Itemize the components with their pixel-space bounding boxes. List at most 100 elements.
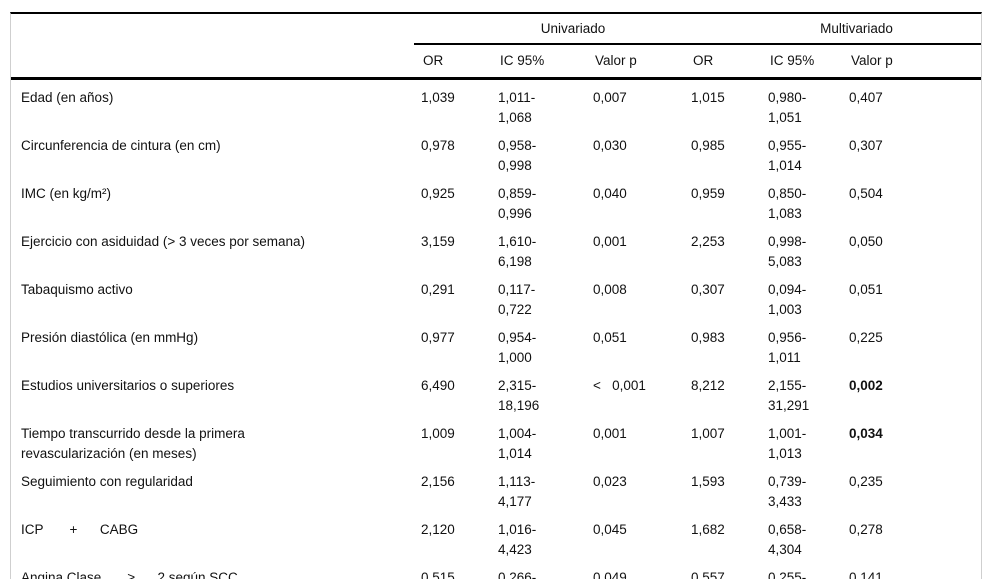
multi-ci-cell: 0,094- 1,003	[768, 282, 807, 317]
uni-ci-cell: 0,266- 0,997	[498, 570, 537, 579]
multi-p-cell: 0,407	[849, 90, 883, 105]
uni-ci-cell: 1,016- 4,423	[498, 522, 537, 557]
multi-ci-cell: 1,001- 1,013	[768, 426, 807, 461]
multi-p-cell: 0,225	[849, 330, 883, 345]
multi-or-cell: 1,015	[691, 90, 725, 105]
multi-p-cell: 0,051	[849, 282, 883, 297]
table-row: Angina Clase ≥ 2 según SCC 0,515 0,266- …	[11, 560, 981, 579]
row-label: Ejercicio con asiduidad (> 3 veces por s…	[21, 234, 306, 249]
uni-p-cell: 0,040	[593, 186, 627, 201]
row-label: Seguimiento con regularidad	[21, 474, 193, 489]
column-header-uni-p: Valor p	[595, 53, 637, 68]
uni-ci-cell: 1,113- 4,177	[498, 474, 536, 509]
table-row: Presión diastólica (en mmHg) 0,977 0,954…	[11, 320, 981, 368]
row-label: Estudios universitarios o superiores	[21, 378, 235, 393]
column-header-multi-ci: IC 95%	[770, 53, 815, 68]
multi-ci-cell: 2,155- 31,291	[768, 378, 810, 413]
multi-p-cell: 0,141	[849, 570, 883, 579]
row-label: Tabaquismo activo	[21, 282, 133, 297]
uni-p-cell: 0,051	[593, 330, 627, 345]
uni-or-cell: 2,120	[421, 522, 455, 537]
multi-ci-cell: 0,998- 5,083	[768, 234, 807, 269]
multi-ci-cell: 0,739- 3,433	[768, 474, 807, 509]
multi-p-cell: 0,050	[849, 234, 883, 249]
uni-or-cell: 3,159	[421, 234, 455, 249]
group-header-spacer	[11, 14, 414, 45]
row-label: Tiempo transcurrido desde la primera rev…	[21, 426, 245, 461]
uni-p-cell: 0,045	[593, 522, 627, 537]
multi-or-cell: 1,007	[691, 426, 725, 441]
uni-or-cell: 6,490	[421, 378, 455, 393]
row-label: Presión diastólica (en mmHg)	[21, 330, 199, 345]
multi-or-cell: 1,682	[691, 522, 725, 537]
table-row: Seguimiento con regularidad 2,156 1,113-…	[11, 464, 981, 512]
table-row: Circunferencia de cintura (en cm) 0,978 …	[11, 128, 981, 176]
multi-ci-cell: 0,850- 1,083	[768, 186, 807, 221]
multi-ci-cell: 0,658- 4,304	[768, 522, 807, 557]
row-label: IMC (en kg/m²)	[21, 186, 112, 201]
row-label: ICP + CABG	[21, 522, 139, 537]
table-row: Tabaquismo activo 0,291 0,117- 0,722 0,0…	[11, 272, 981, 320]
group-header-row: Univariado Multivariado	[11, 14, 981, 45]
uni-p-cell: 0,001	[593, 234, 627, 249]
group-header-univariate-label: Univariado	[540, 20, 606, 36]
uni-ci-cell: 0,117- 0,722	[498, 282, 536, 317]
uni-ci-cell: 0,954- 1,000	[498, 330, 537, 365]
multi-or-cell: 0,985	[691, 138, 725, 153]
group-header-rule-region: Univariado Multivariado	[414, 14, 981, 45]
uni-p-cell: 0,049	[593, 570, 627, 579]
multi-or-cell: 1,593	[691, 474, 725, 489]
column-header-multi-or: OR	[693, 53, 714, 68]
uni-p-cell: 0,001	[593, 426, 627, 441]
uni-p-cell: 0,008	[593, 282, 627, 297]
group-header-multivariate-label: Multivariado	[820, 20, 893, 36]
multi-or-cell: 2,253	[691, 234, 725, 249]
multi-p-cell: 0,034	[849, 426, 883, 441]
table-row: IMC (en kg/m²) 0,925 0,859- 0,996 0,040 …	[11, 176, 981, 224]
row-label: Circunferencia de cintura (en cm)	[21, 138, 221, 153]
table-row: ICP + CABG 2,120 1,016- 4,423 0,045 1,68…	[11, 512, 981, 560]
column-header-row: OR IC 95% Valor p OR IC 95% Valor p	[11, 45, 981, 80]
column-header-uni-or: OR	[423, 53, 444, 68]
multi-or-cell: 0,959	[691, 186, 725, 201]
multi-p-cell: 0,235	[849, 474, 883, 489]
uni-p-cell: 0,007	[593, 90, 627, 105]
row-label: Angina Clase ≥ 2 según SCC	[21, 570, 238, 579]
uni-p-cell: < 0,001	[593, 378, 646, 393]
multi-ci-cell: 0,255- 1,214	[768, 570, 807, 579]
multi-or-cell: 0,557	[691, 570, 725, 579]
uni-or-cell: 0,515	[421, 570, 455, 579]
multi-ci-cell: 0,955- 1,014	[768, 138, 807, 173]
results-table: Univariado Multivariado OR IC 95% Valor …	[10, 12, 982, 579]
uni-p-cell: 0,030	[593, 138, 627, 153]
uni-ci-cell: 0,859- 0,996	[498, 186, 537, 221]
uni-ci-cell: 2,315- 18,196	[498, 378, 540, 413]
uni-p-cell: 0,023	[593, 474, 627, 489]
row-label: Edad (en años)	[21, 90, 114, 105]
multi-ci-cell: 0,956- 1,011	[768, 330, 807, 365]
multi-p-cell: 0,307	[849, 138, 883, 153]
multi-p-cell: 0,504	[849, 186, 883, 201]
table-row: Tiempo transcurrido desde la primera rev…	[11, 416, 981, 464]
uni-or-cell: 0,291	[421, 282, 455, 297]
uni-or-cell: 2,156	[421, 474, 455, 489]
uni-or-cell: 0,977	[421, 330, 455, 345]
multi-p-cell: 0,278	[849, 522, 883, 537]
multi-p-cell: 0,002	[849, 378, 883, 393]
column-header-multi-p: Valor p	[851, 53, 893, 68]
table-row: Estudios universitarios o superiores 6,4…	[11, 368, 981, 416]
column-header-uni-ci: IC 95%	[500, 53, 545, 68]
multi-or-cell: 0,983	[691, 330, 725, 345]
uni-ci-cell: 1,610- 6,198	[498, 234, 537, 269]
multi-ci-cell: 0,980- 1,051	[768, 90, 807, 125]
uni-or-cell: 0,978	[421, 138, 455, 153]
uni-ci-cell: 0,958- 0,998	[498, 138, 537, 173]
multi-or-cell: 0,307	[691, 282, 725, 297]
group-header-multivariate: Multivariado	[690, 19, 981, 39]
uni-or-cell: 0,925	[421, 186, 455, 201]
uni-or-cell: 1,039	[421, 90, 455, 105]
uni-ci-cell: 1,011- 1,068	[498, 90, 536, 125]
table-row: Ejercicio con asiduidad (> 3 veces por s…	[11, 224, 981, 272]
table-row: Edad (en años) 1,039 1,011- 1,068 0,007 …	[11, 80, 981, 128]
